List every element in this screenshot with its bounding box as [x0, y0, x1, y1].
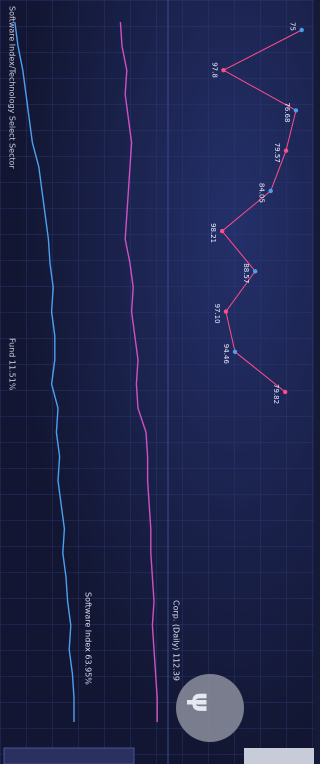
- price-point: [233, 350, 237, 354]
- bottom-tab[interactable]: [244, 748, 314, 764]
- price-point: [284, 148, 288, 152]
- value-label: 79.57: [273, 143, 281, 163]
- value-label: 97.10: [213, 304, 221, 324]
- price-point: [294, 108, 298, 112]
- value-label: 84.05: [258, 183, 266, 203]
- chart-title: Software Index/Technology Select Sector: [8, 6, 17, 170]
- price-point: [253, 269, 257, 273]
- chart-subtitle: Fund 11.51%: [8, 338, 17, 391]
- legend-label: Software Index 63.95%: [84, 592, 93, 685]
- bottom-tab[interactable]: [4, 748, 134, 764]
- logo-mark: ψ: [186, 692, 216, 713]
- price-point: [268, 189, 272, 193]
- value-label: 98.21: [209, 223, 217, 243]
- value-label: 94.46: [222, 344, 230, 365]
- value-label: 97.8: [211, 62, 219, 78]
- value-label: 88.57: [242, 263, 250, 283]
- price-point: [300, 28, 304, 32]
- value-label: 79.82: [272, 384, 280, 404]
- screenshot: Software Index/Technology Select Sector …: [0, 0, 314, 764]
- price-point: [220, 229, 224, 233]
- price-point: [221, 68, 225, 72]
- legend-label: Corp. (Daily) 112.39: [172, 600, 181, 681]
- value-label: 75: [289, 22, 297, 31]
- price-point: [224, 309, 228, 313]
- grid-pattern: [0, 0, 314, 764]
- value-label: 76.68: [283, 102, 291, 122]
- price-point: [283, 390, 287, 394]
